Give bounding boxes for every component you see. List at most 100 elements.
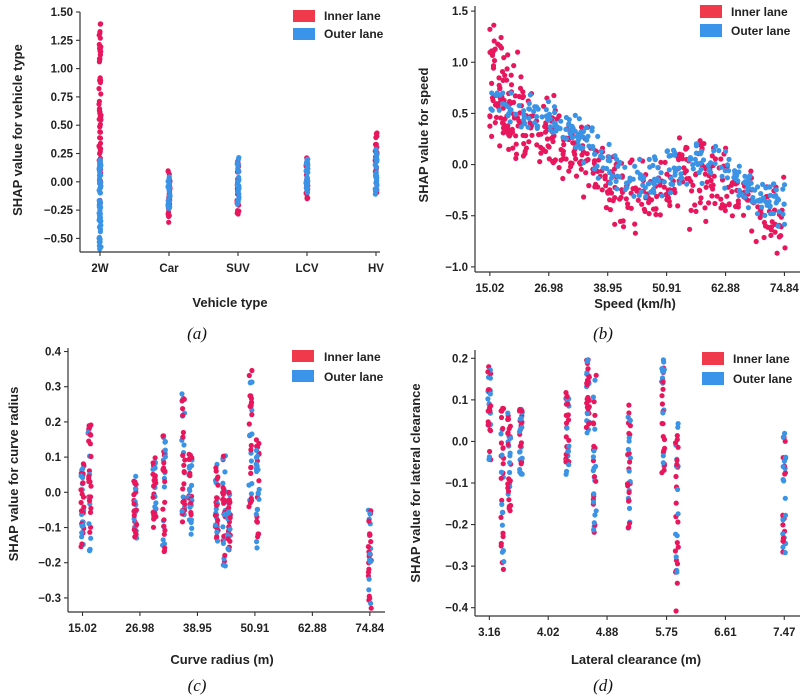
b-point-inner <box>506 146 512 152</box>
b-point-inner <box>563 156 569 162</box>
c-point-outer <box>161 484 167 490</box>
b-point-outer <box>739 192 745 198</box>
b-point-outer <box>615 163 621 169</box>
b-point-inner <box>782 245 788 251</box>
b-point-outer <box>532 120 538 126</box>
a-point-inner <box>97 77 103 83</box>
b-point-inner <box>595 184 601 190</box>
b-point-inner <box>560 148 567 154</box>
b-point-outer <box>493 92 499 98</box>
c-point-outer <box>220 480 226 486</box>
b-point-outer <box>699 180 705 186</box>
b-point-inner <box>561 142 567 148</box>
d-point-outer <box>626 505 633 511</box>
b-point-inner <box>735 198 741 204</box>
b-point-outer <box>624 185 630 191</box>
d-point-outer <box>486 456 492 462</box>
b-ytick-label: 0.0 <box>452 160 468 172</box>
b-point-outer <box>551 104 558 110</box>
a-point-outer <box>167 185 173 191</box>
a-point-outer <box>303 180 309 186</box>
d-legend-inner-swatch <box>702 352 724 365</box>
c-point-outer <box>254 539 260 545</box>
b-point-outer <box>742 179 749 185</box>
c-point-outer <box>254 453 260 459</box>
c-point-outer <box>188 531 194 537</box>
a-point-outer <box>304 186 310 192</box>
b-point-outer <box>716 148 722 154</box>
b-point-outer <box>632 163 638 169</box>
d-ytick-label: 0.2 <box>452 353 468 365</box>
d-point-inner <box>626 489 632 496</box>
b-point-inner <box>623 196 629 202</box>
d-point-inner <box>590 420 596 426</box>
d-point-outer <box>565 448 571 454</box>
b-legend-inner-label: Inner lane <box>731 5 788 19</box>
d-point-inner <box>563 420 570 426</box>
b-point-outer <box>502 101 508 108</box>
b-point-inner <box>550 138 556 145</box>
b-point-inner <box>520 89 526 95</box>
c-point-inner <box>246 421 252 427</box>
c-ytick-label: 0.2 <box>45 417 61 429</box>
b-point-inner <box>504 77 510 83</box>
d-point-outer <box>487 375 493 381</box>
b-point-inner <box>518 74 524 80</box>
a-point-inner <box>96 56 103 62</box>
d-point-inner <box>517 443 524 449</box>
b-point-inner <box>634 188 640 194</box>
c-point-inner <box>253 437 259 443</box>
d-point-outer <box>626 435 632 441</box>
b-point-outer <box>780 211 786 217</box>
b-point-inner <box>661 184 667 190</box>
b-point-outer <box>749 199 755 205</box>
c-point-inner <box>131 501 137 507</box>
b-point-outer <box>521 121 528 127</box>
c-xtick-label: 38.95 <box>183 623 212 635</box>
c-point-outer <box>253 461 259 467</box>
c-point-inner <box>254 518 260 524</box>
d-point-inner <box>660 379 666 385</box>
b-point-inner <box>487 114 493 120</box>
b-xtick-label: 50.91 <box>652 283 681 295</box>
d-point-inner <box>564 394 570 400</box>
c-x-label: Curve radius (m) <box>170 652 273 667</box>
b-point-inner <box>617 196 623 202</box>
b-point-inner <box>706 200 712 206</box>
a-legend: Inner lane Outer lane <box>293 9 384 41</box>
b-point-outer <box>736 163 742 169</box>
d-point-inner <box>500 533 506 540</box>
b-point-outer <box>496 107 502 113</box>
c-point-outer <box>225 546 231 552</box>
d-point-inner <box>498 475 504 481</box>
b-point-outer <box>726 156 732 162</box>
b-point-inner <box>487 123 493 129</box>
b-point-outer <box>659 193 665 199</box>
b-point-outer <box>668 181 674 187</box>
b-point-inner <box>689 188 695 194</box>
b-ytick-label: 0.5 <box>452 108 469 120</box>
d-xtick-label: 4.02 <box>537 627 559 639</box>
d-ytick-label: −0.4 <box>445 603 468 615</box>
a-point-outer <box>165 197 171 204</box>
d-point-inner <box>498 543 504 549</box>
c-ytick-label: 0.1 <box>45 452 62 464</box>
a-point-outer <box>303 167 309 173</box>
b-point-inner <box>584 157 591 163</box>
d-point-inner <box>659 393 665 399</box>
c-legend-outer-swatch <box>292 370 314 382</box>
b-point-inner <box>708 177 714 184</box>
d-xtick-label: 6.61 <box>714 627 737 639</box>
d-point-outer <box>592 426 598 432</box>
b-point-inner <box>584 151 590 157</box>
a-point-outer <box>235 165 241 171</box>
b-legend-outer-label: Outer lane <box>731 24 791 38</box>
d-point-inner <box>660 421 666 427</box>
a-point-outer <box>235 156 241 162</box>
b-point-outer <box>762 198 769 204</box>
d-point-inner <box>674 457 680 463</box>
c-point-outer <box>247 380 253 386</box>
d-point-inner <box>506 476 512 482</box>
b-point-outer <box>534 114 540 120</box>
a-point-outer <box>97 236 103 242</box>
